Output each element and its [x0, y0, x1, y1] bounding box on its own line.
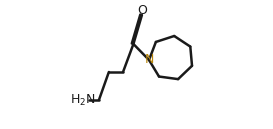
Text: O: O: [137, 4, 147, 17]
Text: N: N: [145, 54, 154, 67]
Text: H$_2$N: H$_2$N: [70, 92, 95, 108]
